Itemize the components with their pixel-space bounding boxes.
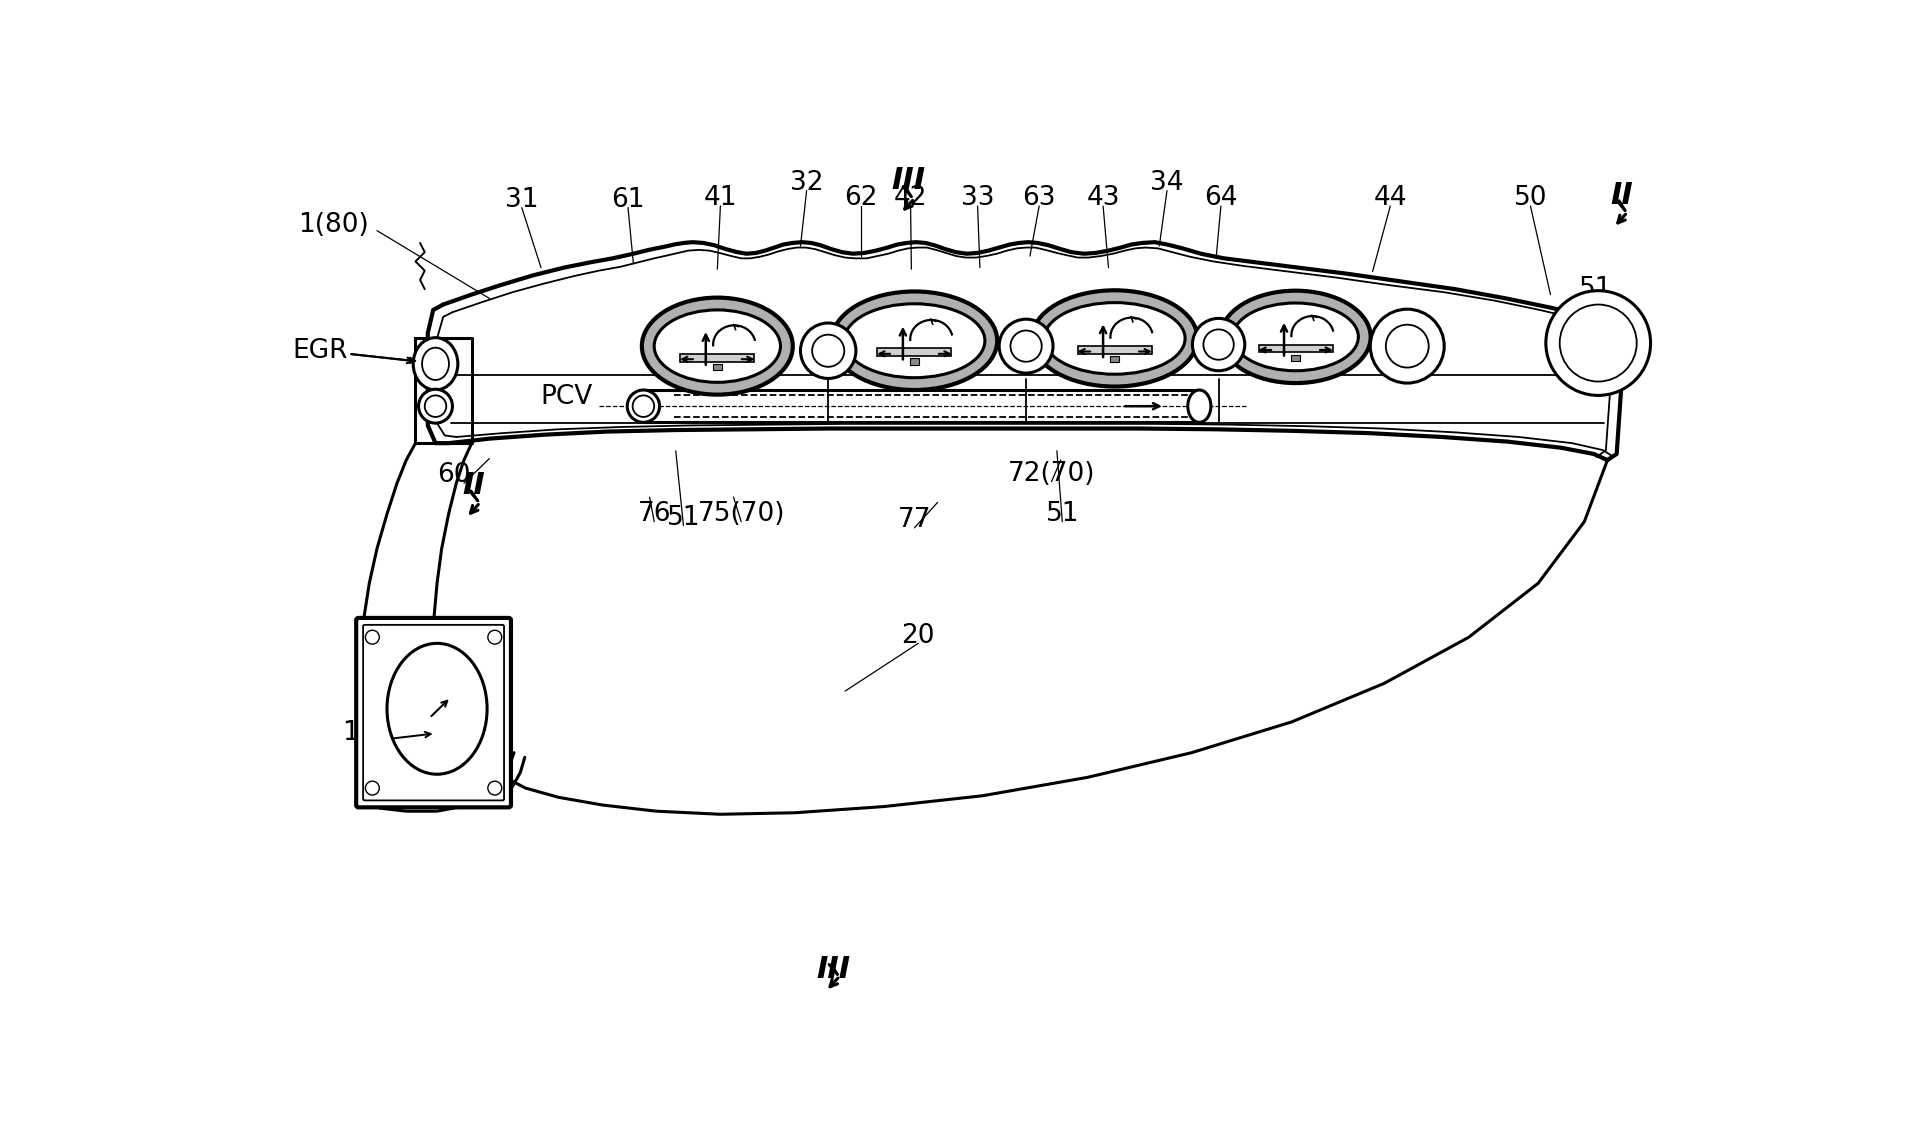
Ellipse shape [654, 310, 781, 383]
Text: 33: 33 [961, 186, 994, 211]
Bar [878, 349, 951, 357]
Bar [1291, 354, 1300, 361]
Text: 77: 77 [898, 507, 932, 533]
Circle shape [366, 630, 380, 645]
Ellipse shape [1220, 290, 1371, 383]
Text: 10: 10 [341, 721, 376, 746]
FancyBboxPatch shape [357, 618, 510, 808]
Bar [1078, 346, 1151, 354]
Text: II: II [1609, 181, 1632, 210]
Text: 34: 34 [1151, 170, 1183, 196]
Text: PCV: PCV [541, 384, 593, 410]
Ellipse shape [643, 297, 792, 394]
Text: 31: 31 [504, 187, 539, 213]
Bar [681, 354, 754, 361]
Circle shape [800, 323, 855, 378]
Text: 60: 60 [437, 462, 470, 489]
Ellipse shape [1187, 390, 1210, 423]
Text: II: II [462, 472, 485, 500]
Bar [713, 363, 721, 370]
Circle shape [418, 390, 453, 423]
Text: 63: 63 [1022, 186, 1057, 211]
Text: 50: 50 [1513, 186, 1548, 211]
Text: 51: 51 [667, 505, 700, 531]
Circle shape [1369, 309, 1444, 383]
Text: EGR: EGR [292, 338, 347, 363]
Ellipse shape [1032, 290, 1197, 386]
Text: 76: 76 [637, 501, 671, 527]
Bar [1111, 357, 1120, 362]
Text: 72(70): 72(70) [1007, 461, 1095, 487]
Text: 43: 43 [1086, 186, 1120, 211]
Text: 42: 42 [894, 186, 926, 211]
Text: III: III [817, 956, 852, 984]
Bar [909, 359, 919, 364]
Ellipse shape [412, 337, 458, 390]
Text: 51: 51 [1045, 501, 1080, 527]
Ellipse shape [844, 304, 986, 378]
Text: 61: 61 [612, 187, 644, 213]
Text: 64: 64 [1205, 186, 1237, 211]
Circle shape [366, 781, 380, 795]
Text: 75(70): 75(70) [698, 501, 784, 527]
Text: 20: 20 [901, 623, 936, 648]
Circle shape [999, 319, 1053, 374]
Ellipse shape [1043, 303, 1185, 375]
Ellipse shape [1233, 303, 1358, 371]
Text: 41: 41 [704, 186, 737, 211]
Text: 44: 44 [1373, 186, 1408, 211]
Circle shape [487, 630, 503, 645]
Circle shape [1546, 290, 1651, 395]
Circle shape [1193, 319, 1245, 371]
Text: 32: 32 [790, 170, 823, 196]
Text: 51: 51 [1579, 276, 1613, 302]
Text: III: III [892, 166, 924, 195]
Circle shape [487, 781, 503, 795]
Ellipse shape [832, 292, 997, 390]
Bar [1258, 345, 1333, 352]
Ellipse shape [627, 390, 660, 423]
Text: 62: 62 [844, 186, 877, 211]
Text: 1(80): 1(80) [297, 212, 368, 238]
